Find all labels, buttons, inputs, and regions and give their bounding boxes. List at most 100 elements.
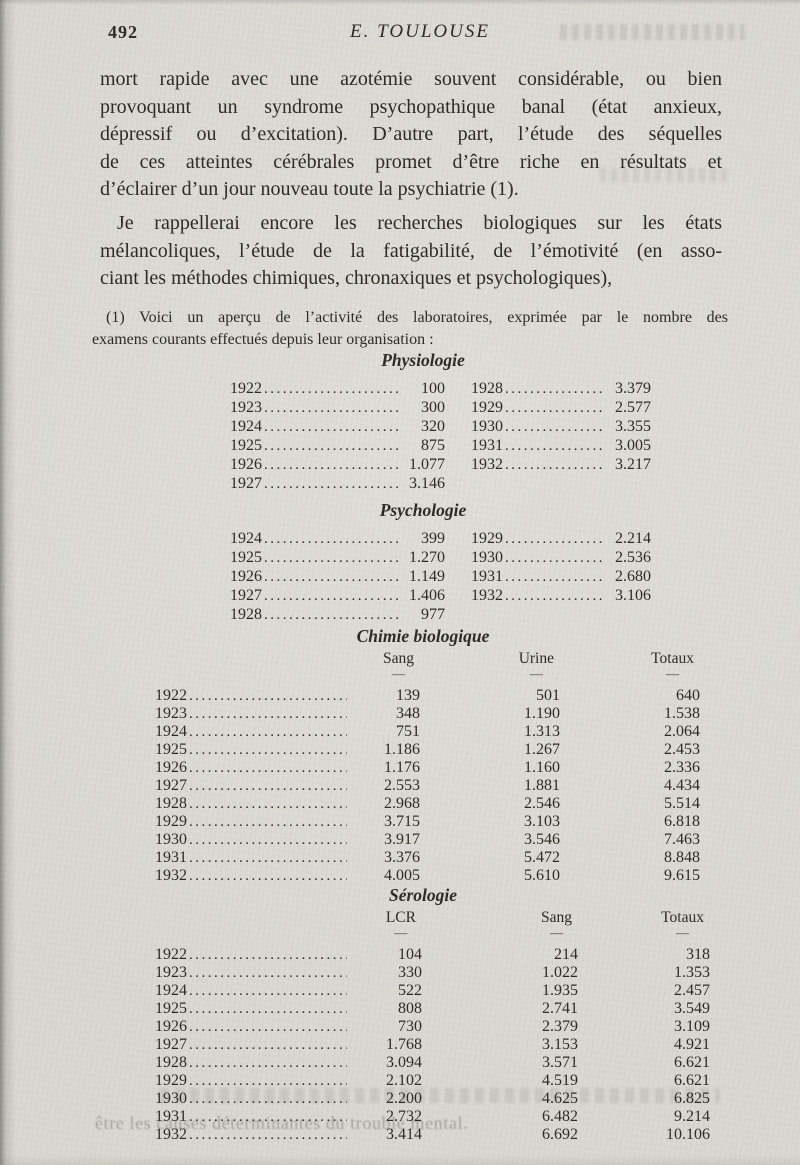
table-row: 1926 1.077 xyxy=(230,455,445,474)
exam-count: 3.106 xyxy=(615,587,651,604)
sang-value: 3.376 xyxy=(384,849,420,866)
totaux-value: 9.615 xyxy=(664,867,700,884)
totaux-value: 3.109 xyxy=(674,1018,710,1035)
dot-leader xyxy=(264,398,398,418)
totaux-value: 2.064 xyxy=(664,723,700,740)
dot-leader xyxy=(264,455,398,475)
table-row: 1932 3.217 xyxy=(471,455,651,474)
year-label: 1928 xyxy=(155,1054,187,1071)
year-label: 1924 xyxy=(155,723,187,740)
exam-count: 3.146 xyxy=(409,475,445,492)
year-label: 1927 xyxy=(155,777,187,794)
sang-value: 4.625 xyxy=(542,1090,578,1107)
table-row: 1922 100 xyxy=(230,379,445,398)
dot-leader xyxy=(505,455,604,475)
totaux-value: 4.921 xyxy=(674,1036,710,1053)
totaux-value: 3.549 xyxy=(674,1000,710,1017)
year-label: 1927 xyxy=(230,587,262,604)
totaux-value: 640 xyxy=(676,687,700,704)
table-row: 1922 139 501 640 xyxy=(155,687,722,705)
sang-value: 1.176 xyxy=(384,759,420,776)
dot-leader xyxy=(189,1126,347,1144)
urine-value: 1.190 xyxy=(524,705,560,722)
exam-count: 1.270 xyxy=(409,549,445,566)
dot-leader xyxy=(505,567,604,587)
sang-value: 1.022 xyxy=(542,964,578,981)
urine-value: 501 xyxy=(536,687,560,704)
table-column-left: 1922 100 1923 300 1924 320 xyxy=(230,379,445,493)
year-label: 1930 xyxy=(155,1090,187,1107)
sang-value: 751 xyxy=(396,723,420,740)
dot-leader xyxy=(505,529,604,549)
totaux-value: 2.336 xyxy=(664,759,700,776)
urine-value: 3.546 xyxy=(524,831,560,848)
table-row: 1928 977 xyxy=(230,605,445,624)
footnote: (1) Voici un aperçu de l’activité des la… xyxy=(92,307,728,351)
dot-leader xyxy=(189,1072,347,1090)
lcr-value: 2.200 xyxy=(386,1090,422,1107)
dot-leader xyxy=(505,586,604,606)
table-row: 1927 1.406 xyxy=(230,586,445,605)
dot-leader xyxy=(189,777,347,795)
sang-value: 2.553 xyxy=(384,777,420,794)
sang-value: 3.917 xyxy=(384,831,420,848)
urine-value: 2.546 xyxy=(524,795,560,812)
year-label: 1926 xyxy=(155,759,187,776)
table-row: 1931 3.005 xyxy=(471,436,651,455)
table-row: 1926 730 2.379 3.109 xyxy=(155,1018,722,1036)
dot-leader xyxy=(264,586,398,606)
lcr-value: 730 xyxy=(398,1018,422,1035)
urine-value: 3.103 xyxy=(524,813,560,830)
sang-value: 3.571 xyxy=(542,1054,578,1071)
year-label: 1929 xyxy=(155,1072,187,1089)
exam-count: 3.379 xyxy=(615,380,651,397)
dot-leader xyxy=(505,398,604,418)
section-title-chimie: Chimie biologique xyxy=(356,626,490,646)
footnote-line: (1) Voici un aperçu de l’activité des la… xyxy=(106,309,728,326)
dot-leader xyxy=(264,474,398,494)
year-label: 1929 xyxy=(471,399,503,416)
year-label: 1925 xyxy=(155,1000,187,1017)
sang-value: 3.715 xyxy=(384,813,420,830)
table-row: 1928 2.968 2.546 5.514 xyxy=(155,795,722,813)
dot-leader xyxy=(189,867,347,885)
year-label: 1929 xyxy=(471,530,503,547)
exam-count: 300 xyxy=(421,399,445,416)
sang-value: 1.186 xyxy=(384,741,420,758)
dot-leader xyxy=(505,436,604,456)
table-row: 1929 2.214 xyxy=(471,529,651,548)
dot-leader xyxy=(189,1054,347,1072)
year-label: 1931 xyxy=(155,1108,187,1125)
year-label: 1927 xyxy=(155,1036,187,1053)
table-row: 1928 3.379 xyxy=(471,379,651,398)
urine-value: 1.267 xyxy=(524,741,560,758)
table-row: 1923 348 1.190 1.538 xyxy=(155,705,722,723)
dot-leader xyxy=(264,567,398,587)
dot-leader xyxy=(264,548,398,568)
table-row: 1928 3.094 3.571 6.621 xyxy=(155,1054,722,1072)
sang-value: 1.935 xyxy=(542,982,578,999)
psychologie-table: 1924 399 1925 1.270 1926 1.149 xyxy=(100,529,722,624)
text-line: d’éclairer d’un jour nouveau toute la ps… xyxy=(100,178,519,200)
footnote-line: examens courants effectués depuis leur o… xyxy=(92,331,434,348)
column-header-sang: Sang xyxy=(541,909,572,937)
table-row: 1929 2.102 4.519 6.621 xyxy=(155,1072,722,1090)
dot-leader xyxy=(189,1018,347,1036)
sang-value: 2.741 xyxy=(542,1000,578,1017)
dot-leader xyxy=(189,1108,347,1126)
year-label: 1924 xyxy=(155,982,187,999)
urine-value: 1.313 xyxy=(524,723,560,740)
dot-leader xyxy=(189,982,347,1000)
section-title-serologie: Sérologie xyxy=(388,885,458,905)
year-label: 1926 xyxy=(230,568,262,585)
year-label: 1922 xyxy=(155,946,187,963)
totaux-value: 1.353 xyxy=(674,964,710,981)
lcr-value: 2.732 xyxy=(386,1108,422,1125)
table-row: 1931 3.376 5.472 8.848 xyxy=(155,849,722,867)
chimie-biologique-section: Chimie biologique Sang Urine Totaux 1922… xyxy=(100,625,722,885)
lcr-value: 330 xyxy=(398,964,422,981)
urine-value: 5.610 xyxy=(524,867,560,884)
text-line: mélancoliques, l’étude de la fatigabilit… xyxy=(100,239,722,262)
lcr-value: 808 xyxy=(398,1000,422,1017)
year-label: 1930 xyxy=(471,418,503,435)
